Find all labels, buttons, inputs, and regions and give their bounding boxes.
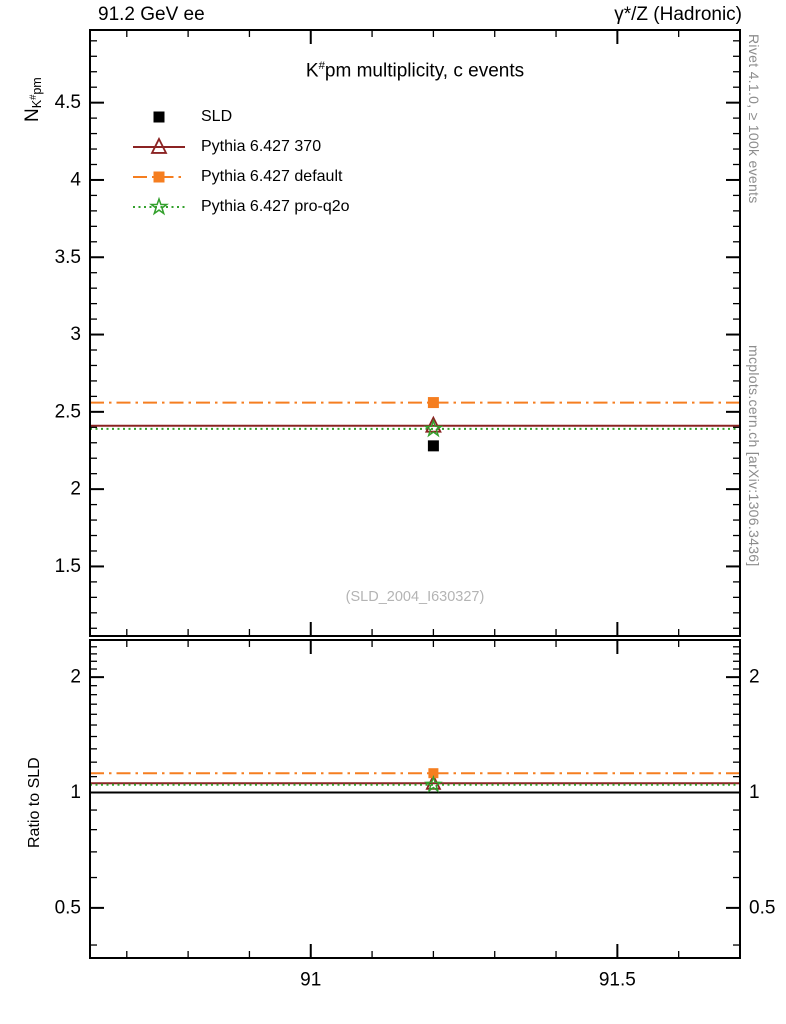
process-label: γ*/Z (Hadronic) bbox=[614, 4, 742, 25]
y-axis-label-top-base: N bbox=[22, 108, 43, 122]
svg-text:2: 2 bbox=[70, 479, 81, 500]
legend-marker-pythia-370 bbox=[133, 136, 185, 154]
svg-text:0.5: 0.5 bbox=[749, 897, 775, 918]
legend-marker-pythia-default bbox=[133, 171, 185, 183]
legend-marker-pythia-pro-q2o bbox=[133, 196, 185, 216]
svg-text:2.5: 2.5 bbox=[55, 401, 81, 422]
y-axis-sub-base: K bbox=[30, 99, 45, 109]
plot-title: K#pm multiplicity, c events bbox=[90, 60, 740, 82]
legend-item-pythia-370: Pythia 6.427 370 bbox=[130, 132, 350, 162]
svg-text:1.5: 1.5 bbox=[55, 556, 81, 577]
svg-text:3.5: 3.5 bbox=[55, 247, 81, 268]
svg-text:1: 1 bbox=[749, 782, 760, 803]
plot-title-rest: pm multiplicity, c events bbox=[324, 60, 525, 82]
svg-text:4.5: 4.5 bbox=[55, 92, 81, 113]
plot-title-sup: # bbox=[318, 60, 325, 72]
legend-label-pythia-370: Pythia 6.427 370 bbox=[201, 138, 322, 155]
legend-label-sld: SLD bbox=[201, 108, 233, 125]
legend-marker-sld bbox=[153, 111, 165, 123]
rivet-version-label: Rivet 4.1.0, ≥ 100k events bbox=[746, 34, 762, 204]
svg-text:4: 4 bbox=[70, 169, 81, 190]
legend-label-pythia-default: Pythia 6.427 default bbox=[201, 168, 343, 185]
legend-item-pythia-default: Pythia 6.427 default bbox=[130, 162, 350, 192]
svg-text:91: 91 bbox=[300, 970, 321, 991]
svg-text:3: 3 bbox=[70, 324, 81, 345]
mcplots-attribution-label: mcplots.cern.ch [arXiv:1306.3436] bbox=[746, 345, 762, 567]
legend: SLD Pythia 6.427 370 Pythia 6.427 defaul… bbox=[130, 102, 350, 222]
analysis-id-watermark: (SLD_2004_I630327) bbox=[345, 589, 485, 605]
beam-energy-label: 91.2 GeV ee bbox=[98, 4, 205, 25]
svg-text:2: 2 bbox=[749, 667, 760, 688]
y-axis-sub-sup: # bbox=[26, 94, 38, 100]
svg-text:2: 2 bbox=[70, 667, 81, 688]
svg-text:1: 1 bbox=[70, 782, 81, 803]
y-axis-label-top-subscript: K#pm bbox=[26, 77, 45, 109]
svg-text:0.5: 0.5 bbox=[55, 897, 81, 918]
legend-item-pythia-pro-q2o: Pythia 6.427 pro-q2o bbox=[130, 192, 350, 222]
legend-item-sld: SLD bbox=[130, 102, 350, 132]
y-axis-sub-rest: pm bbox=[30, 77, 45, 95]
plot-title-base: K bbox=[305, 60, 319, 82]
y-axis-label-top: NK#pm bbox=[22, 77, 44, 122]
y-axis-label-ratio: Ratio to SLD bbox=[26, 757, 43, 848]
svg-text:91.5: 91.5 bbox=[599, 970, 636, 991]
legend-label-pythia-pro-q2o: Pythia 6.427 pro-q2o bbox=[201, 198, 350, 215]
